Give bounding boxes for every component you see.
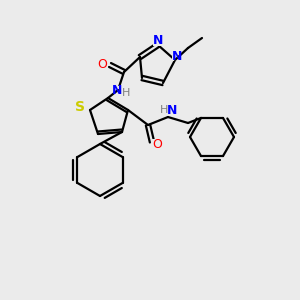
FancyBboxPatch shape	[112, 86, 122, 96]
Text: H: H	[122, 88, 130, 98]
Text: N: N	[112, 85, 122, 98]
FancyBboxPatch shape	[97, 60, 107, 70]
FancyBboxPatch shape	[152, 36, 164, 46]
FancyBboxPatch shape	[172, 51, 182, 61]
Text: O: O	[97, 58, 107, 71]
Text: N: N	[172, 50, 182, 62]
Text: N: N	[167, 103, 177, 116]
FancyBboxPatch shape	[152, 139, 162, 149]
Text: N: N	[153, 34, 163, 47]
FancyBboxPatch shape	[74, 101, 86, 112]
Text: H: H	[160, 105, 168, 115]
Text: S: S	[75, 100, 85, 114]
FancyBboxPatch shape	[165, 106, 175, 116]
Text: O: O	[152, 137, 162, 151]
